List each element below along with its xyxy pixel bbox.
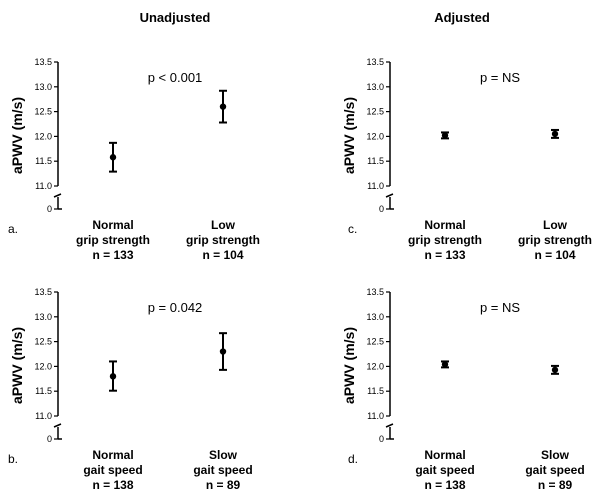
y-tick-label: 13.5: [366, 287, 384, 297]
p-value-annotation: p < 0.001: [148, 70, 203, 85]
panel-a: 13.5 13.0 12.5 12.0 11.5 11.0 0 aPWV (m/s) p < 0…: [8, 57, 260, 262]
y-tick-label: 11.0: [35, 181, 52, 191]
y-tick-label: 0: [47, 204, 52, 214]
y-tick-label: 0: [379, 204, 384, 214]
mean-point: [551, 366, 559, 374]
category-label-line1: Normal: [92, 448, 133, 462]
category-label-line2: gait speed: [83, 463, 142, 477]
category-n-label: n = 104: [202, 248, 243, 262]
y-tick-label: 12.0: [366, 131, 384, 141]
mean-point: [109, 154, 117, 161]
y-tick-label: 11.5: [367, 386, 384, 396]
panel-letter: a.: [8, 222, 18, 236]
mean-point: [441, 361, 449, 368]
category-label-line1: Slow: [209, 448, 238, 462]
y-tick-label: 12.5: [34, 337, 52, 347]
category-n-label: n = 133: [92, 248, 133, 262]
y-tick-label: 13.0: [366, 82, 384, 92]
y-tick-label: 13.0: [34, 312, 52, 322]
panel-d: 13.5 13.0 12.5 12.0 11.5 11.0 0 aPWV (m/s) p = N…: [341, 287, 585, 492]
category-label-line2: gait speed: [525, 463, 584, 477]
category-n-label: n = 138: [92, 478, 133, 492]
y-tick-label: 12.0: [34, 131, 52, 141]
category-label-line1: Normal: [92, 218, 133, 232]
category-label-line2: gait speed: [415, 463, 474, 477]
category-label-line2: grip strength: [186, 233, 260, 247]
p-value-annotation: p = 0.042: [148, 300, 203, 315]
y-tick-label: 13.5: [34, 287, 52, 297]
y-axis-label: aPWV (m/s): [341, 97, 357, 174]
y-axis-label: aPWV (m/s): [341, 327, 357, 404]
p-value-annotation: p = NS: [480, 300, 520, 315]
y-axis-label: aPWV (m/s): [9, 97, 25, 174]
axis-break-mark: [385, 423, 394, 428]
axis-break-mark: [385, 193, 394, 198]
y-tick-label: 11.0: [35, 411, 52, 421]
title-unadjusted: Unadjusted: [140, 10, 211, 25]
category-label-line1: Normal: [424, 448, 465, 462]
category-n-label: n = 89: [538, 478, 573, 492]
axis-break-mark: [53, 193, 62, 198]
y-tick-label: 13.0: [366, 312, 384, 322]
y-tick-label: 13.5: [366, 57, 384, 67]
y-axis-label: aPWV (m/s): [9, 327, 25, 404]
category-label-line1: Normal: [424, 218, 465, 232]
category-label-line2: grip strength: [408, 233, 482, 247]
mean-point: [441, 132, 449, 139]
y-tick-label: 0: [379, 434, 384, 444]
y-tick-label: 12.0: [366, 361, 384, 371]
category-label-line1: Slow: [541, 448, 570, 462]
category-n-label: n = 104: [534, 248, 575, 262]
y-tick-label: 12.5: [34, 107, 52, 117]
y-tick-label: 11.0: [367, 181, 384, 191]
y-tick-label: 11.0: [367, 411, 384, 421]
title-adjusted: Adjusted: [434, 10, 490, 25]
mean-point: [219, 103, 227, 110]
mean-point: [109, 373, 117, 380]
panel-letter: b.: [8, 452, 18, 466]
category-label-line2: grip strength: [518, 233, 592, 247]
y-tick-label: 13.0: [34, 82, 52, 92]
panel-letter: c.: [348, 222, 357, 236]
category-label-line1: Low: [211, 218, 236, 232]
y-tick-label: 11.5: [35, 156, 52, 166]
y-tick-label: 12.0: [34, 361, 52, 371]
category-label-line2: gait speed: [193, 463, 252, 477]
y-tick-label: 13.5: [34, 57, 52, 67]
category-n-label: n = 89: [206, 478, 241, 492]
axis-break-mark: [53, 423, 62, 428]
category-n-label: n = 133: [424, 248, 465, 262]
y-tick-label: 0: [47, 434, 52, 444]
category-label-line1: Low: [543, 218, 568, 232]
panel-b: 13.5 13.0 12.5 12.0 11.5 11.0 0 aPWV (m/s) p = 0…: [8, 287, 253, 492]
category-n-label: n = 138: [424, 478, 465, 492]
y-tick-label: 12.5: [366, 337, 384, 347]
y-tick-label: 12.5: [366, 107, 384, 117]
y-tick-label: 11.5: [367, 156, 384, 166]
category-label-line2: grip strength: [76, 233, 150, 247]
mean-point: [219, 348, 227, 355]
p-value-annotation: p = NS: [480, 70, 520, 85]
panel-c: 13.5 13.0 12.5 12.0 11.5 11.0 0 aPWV (m/s) p = N…: [341, 57, 592, 262]
y-tick-label: 11.5: [35, 386, 52, 396]
panel-letter: d.: [348, 452, 358, 466]
mean-point: [551, 130, 559, 138]
